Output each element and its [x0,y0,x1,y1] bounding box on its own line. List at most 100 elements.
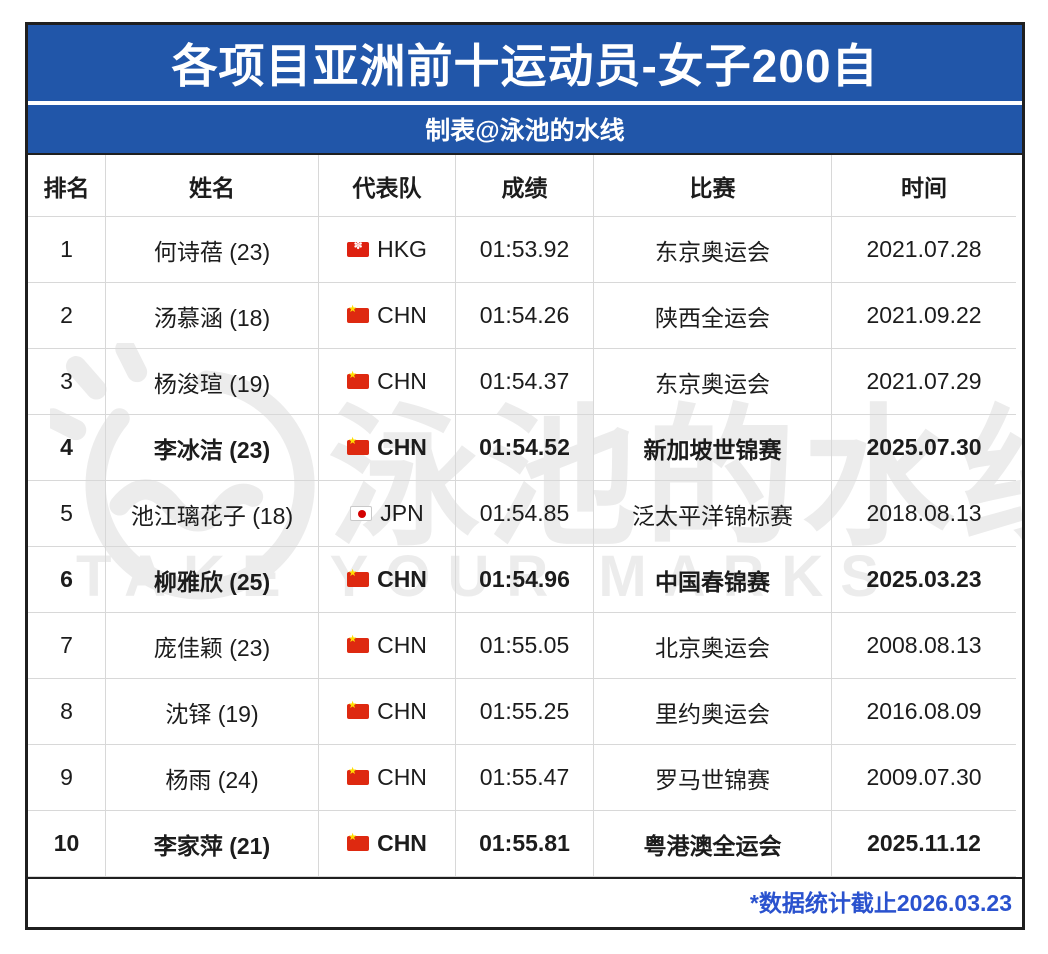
subtitle-bar: 制表@泳池的水线 [28,105,1022,155]
name-cell: 池江璃花子 (18) [106,481,319,547]
team-cell: CHN [319,283,456,349]
date-cell: 2025.03.23 [832,547,1016,613]
team-code: CHN [377,632,427,658]
result-cell: 01:54.37 [456,349,594,415]
name-cell: 庞佳颖 (23) [106,613,319,679]
column-header-rank: 排名 [28,155,106,217]
name-cell: 李冰洁 (23) [106,415,319,481]
rank-cell: 10 [28,811,106,877]
chn-flag-icon [347,634,370,653]
chn-flag-icon [347,304,370,323]
team-code: CHN [377,698,427,724]
name-cell: 沈铎 (19) [106,679,319,745]
team-cell: CHN [319,811,456,877]
team-code: CHN [377,368,427,394]
date-cell: 2021.07.29 [832,349,1016,415]
hkg-flag-icon [347,239,370,257]
rank-cell: 2 [28,283,106,349]
team-code: CHN [377,566,427,592]
chn-flag-icon [347,700,370,719]
chn-flag-icon [347,436,370,455]
team-code: CHN [377,302,427,328]
team-code: JPN [380,500,424,526]
name-cell: 杨雨 (24) [106,745,319,811]
result-cell: 01:55.47 [456,745,594,811]
footer-note: *数据统计截止2026.03.23 [749,890,1012,916]
date-cell: 2016.08.09 [832,679,1016,745]
table-row: 8 沈铎 (19) CHN 01:55.25 里约奥运会 2016.08.09 [28,679,1022,745]
jpn-flag-icon [350,506,373,521]
result-cell: 01:54.26 [456,283,594,349]
team-code: CHN [377,434,427,460]
table-row: 10 李家萍 (21) CHN 01:55.81 粤港澳全运会 2025.11.… [28,811,1022,877]
chn-flag-icon [347,370,370,389]
team-code: CHN [377,830,427,856]
ranking-table: 泳池的水线 TAKE YOUR MARKS 各项目亚洲前十运动员-女子200自 … [25,22,1025,930]
name-cell: 杨浚瑄 (19) [106,349,319,415]
result-cell: 01:53.92 [456,217,594,283]
date-cell: 2021.09.22 [832,283,1016,349]
name-cell: 何诗蓓 (23) [106,217,319,283]
table-row: 2 汤慕涵 (18) CHN 01:54.26 陕西全运会 2021.09.22 [28,283,1022,349]
name-cell: 李家萍 (21) [106,811,319,877]
table-row: 4 李冰洁 (23) CHN 01:54.52 新加坡世锦赛 2025.07.3… [28,415,1022,481]
column-header-meet: 比赛 [594,155,832,217]
meet-cell: 里约奥运会 [594,679,832,745]
table-row: 7 庞佳颖 (23) CHN 01:55.05 北京奥运会 2008.08.13 [28,613,1022,679]
name-cell: 柳雅欣 (25) [106,547,319,613]
team-cell: HKG [319,217,456,283]
column-header-date: 时间 [832,155,1016,217]
subtitle: 制表@泳池的水线 [425,117,625,145]
result-cell: 01:55.25 [456,679,594,745]
rank-cell: 1 [28,217,106,283]
team-cell: CHN [319,547,456,613]
team-cell: CHN [319,679,456,745]
table-row: 5 池江璃花子 (18) JPN 01:54.85 泛太平洋锦标赛 2018.0… [28,481,1022,547]
team-code: CHN [377,764,427,790]
name-cell: 汤慕涵 (18) [106,283,319,349]
result-cell: 01:54.85 [456,481,594,547]
table-row: 1 何诗蓓 (23) HKG 01:53.92 东京奥运会 2021.07.28 [28,217,1022,283]
rank-cell: 5 [28,481,106,547]
rank-cell: 7 [28,613,106,679]
table-body: 1 何诗蓓 (23) HKG 01:53.92 东京奥运会 2021.07.28… [28,217,1022,877]
meet-cell: 罗马世锦赛 [594,745,832,811]
meet-cell: 中国春锦赛 [594,547,832,613]
result-cell: 01:54.52 [456,415,594,481]
team-cell: CHN [319,745,456,811]
rank-cell: 9 [28,745,106,811]
date-cell: 2025.07.30 [832,415,1016,481]
team-code: HKG [377,236,427,262]
result-cell: 01:55.81 [456,811,594,877]
date-cell: 2009.07.30 [832,745,1016,811]
chn-flag-icon [347,766,370,785]
date-cell: 2021.07.28 [832,217,1016,283]
table-row: 3 杨浚瑄 (19) CHN 01:54.37 东京奥运会 2021.07.29 [28,349,1022,415]
rank-cell: 8 [28,679,106,745]
meet-cell: 新加坡世锦赛 [594,415,832,481]
meet-cell: 陕西全运会 [594,283,832,349]
title-bar: 各项目亚洲前十运动员-女子200自 [28,25,1022,101]
date-cell: 2008.08.13 [832,613,1016,679]
table-row: 9 杨雨 (24) CHN 01:55.47 罗马世锦赛 2009.07.30 [28,745,1022,811]
column-header-team: 代表队 [319,155,456,217]
team-cell: CHN [319,349,456,415]
rank-cell: 6 [28,547,106,613]
date-cell: 2025.11.12 [832,811,1016,877]
meet-cell: 东京奥运会 [594,217,832,283]
result-cell: 01:55.05 [456,613,594,679]
meet-cell: 粤港澳全运会 [594,811,832,877]
date-cell: 2018.08.13 [832,481,1016,547]
team-cell: CHN [319,415,456,481]
chn-flag-icon [347,832,370,851]
team-cell: JPN [319,481,456,547]
chn-flag-icon [347,568,370,587]
meet-cell: 北京奥运会 [594,613,832,679]
table-row: 6 柳雅欣 (25) CHN 01:54.96 中国春锦赛 2025.03.23 [28,547,1022,613]
result-cell: 01:54.96 [456,547,594,613]
column-header-result: 成绩 [456,155,594,217]
footer-bar: *数据统计截止2026.03.23 [28,877,1022,923]
rank-cell: 4 [28,415,106,481]
table-header-row: 排名 姓名 代表队 成绩 比赛 时间 [28,155,1022,217]
title-separator [28,101,1022,105]
